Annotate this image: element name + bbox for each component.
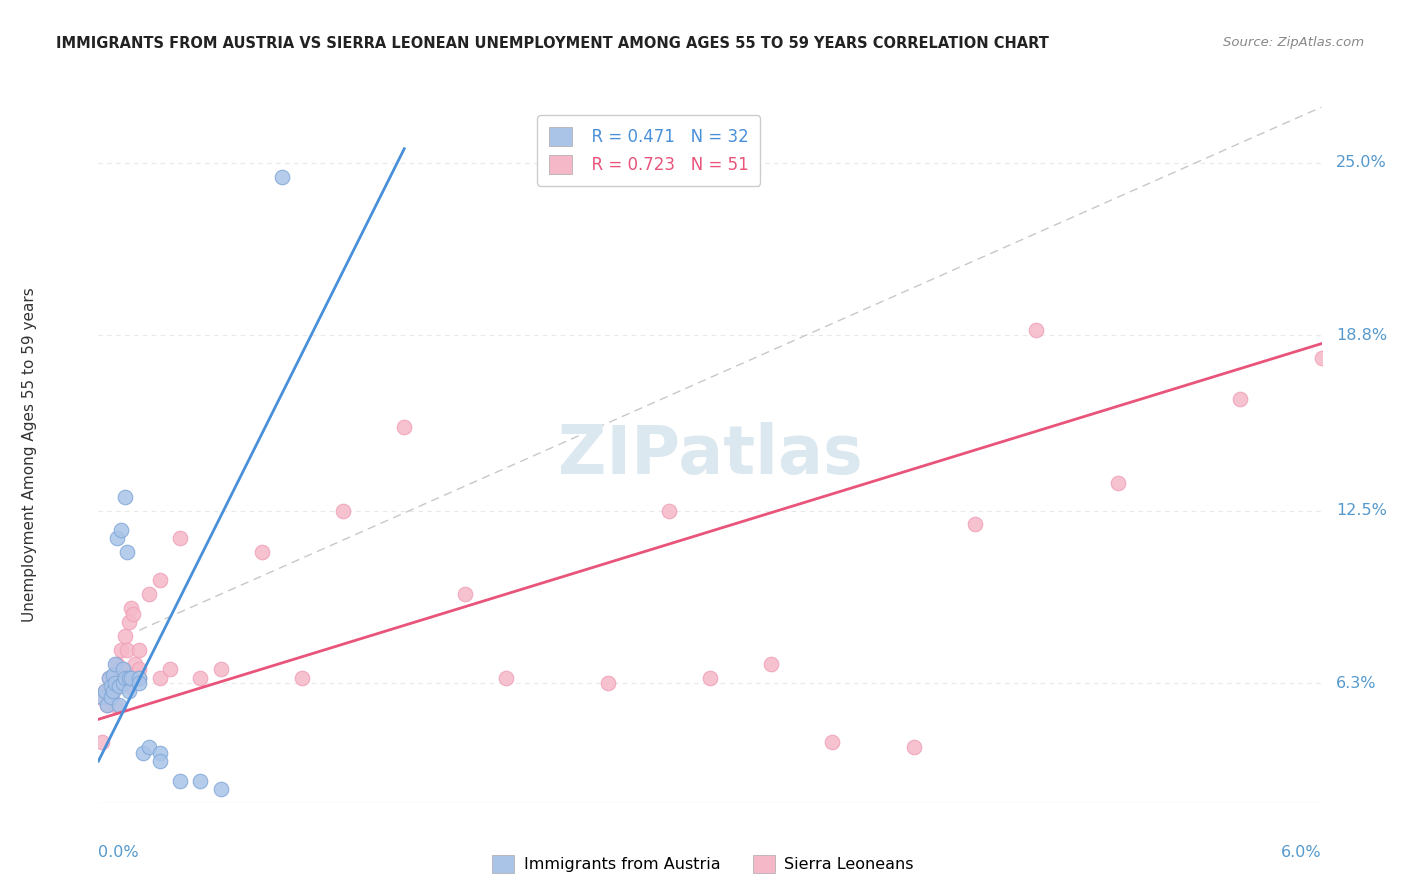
Text: ZIPatlas: ZIPatlas xyxy=(558,422,862,488)
Point xyxy=(89,690,111,704)
Point xyxy=(108,698,131,713)
Point xyxy=(100,679,122,693)
Point xyxy=(138,740,160,755)
Point xyxy=(120,601,142,615)
Point xyxy=(114,629,136,643)
Point xyxy=(111,676,134,690)
Point xyxy=(392,420,416,434)
Point xyxy=(128,642,150,657)
Point xyxy=(110,523,132,537)
Point xyxy=(1310,351,1333,365)
Point xyxy=(1107,475,1129,490)
Point xyxy=(120,671,142,685)
Point xyxy=(118,615,141,629)
Text: 18.8%: 18.8% xyxy=(1336,327,1388,343)
Point xyxy=(110,642,132,657)
Point xyxy=(149,573,172,587)
Point xyxy=(149,671,172,685)
Point xyxy=(132,746,155,760)
Point xyxy=(598,676,620,690)
Point xyxy=(118,679,141,693)
Point xyxy=(100,690,122,704)
Point xyxy=(159,662,181,676)
Point xyxy=(270,169,292,184)
Text: Source: ZipAtlas.com: Source: ZipAtlas.com xyxy=(1223,36,1364,49)
Point xyxy=(104,676,127,690)
Point xyxy=(495,671,517,685)
Point xyxy=(128,671,150,685)
Point xyxy=(169,532,191,546)
Point xyxy=(111,671,134,685)
Text: 25.0%: 25.0% xyxy=(1336,155,1388,170)
Point xyxy=(104,676,127,690)
Point xyxy=(124,657,146,671)
Point xyxy=(761,657,783,671)
Point xyxy=(108,671,131,685)
Point xyxy=(111,662,134,676)
Point xyxy=(91,690,114,704)
Point xyxy=(209,662,232,676)
Point xyxy=(100,690,122,704)
Text: 0.0%: 0.0% xyxy=(98,845,139,860)
Point xyxy=(332,503,354,517)
Text: 6.0%: 6.0% xyxy=(1281,845,1322,860)
Point xyxy=(93,684,115,698)
Text: IMMIGRANTS FROM AUSTRIA VS SIERRA LEONEAN UNEMPLOYMENT AMONG AGES 55 TO 59 YEARS: IMMIGRANTS FROM AUSTRIA VS SIERRA LEONEA… xyxy=(56,36,1049,51)
Point xyxy=(96,698,118,713)
Point xyxy=(122,607,145,621)
Point xyxy=(128,676,150,690)
Point xyxy=(291,671,314,685)
Point xyxy=(104,698,127,713)
Point xyxy=(111,662,134,676)
Point xyxy=(104,657,127,671)
Text: 6.3%: 6.3% xyxy=(1336,675,1376,690)
Point xyxy=(108,679,131,693)
Point xyxy=(128,671,150,685)
Point xyxy=(105,532,128,546)
Text: 12.5%: 12.5% xyxy=(1336,503,1388,518)
Point xyxy=(149,754,172,768)
Point xyxy=(101,671,124,685)
Point xyxy=(188,671,212,685)
Point xyxy=(93,684,115,698)
Point xyxy=(821,734,844,748)
Point xyxy=(97,671,120,685)
Point xyxy=(101,667,124,681)
Point xyxy=(118,671,141,685)
Point xyxy=(96,698,118,713)
Point xyxy=(658,503,681,517)
Point xyxy=(97,684,120,698)
Point xyxy=(115,642,138,657)
Legend: Immigrants from Austria, Sierra Leoneans: Immigrants from Austria, Sierra Leoneans xyxy=(485,848,921,880)
Point xyxy=(101,684,124,698)
Point xyxy=(138,587,160,601)
Point xyxy=(149,746,172,760)
Point xyxy=(963,517,986,532)
Point xyxy=(128,662,150,676)
Point xyxy=(699,671,721,685)
Legend:   R = 0.471   N = 32,   R = 0.723   N = 51: R = 0.471 N = 32, R = 0.723 N = 51 xyxy=(537,115,761,186)
Point xyxy=(250,545,273,559)
Point xyxy=(101,684,124,698)
Point xyxy=(91,734,114,748)
Point xyxy=(114,671,136,685)
Point xyxy=(97,671,120,685)
Point xyxy=(1229,392,1251,407)
Point xyxy=(169,773,191,788)
Point xyxy=(454,587,477,601)
Point xyxy=(108,662,131,676)
Text: Unemployment Among Ages 55 to 59 years: Unemployment Among Ages 55 to 59 years xyxy=(22,287,38,623)
Point xyxy=(188,773,212,788)
Point xyxy=(903,740,925,755)
Point xyxy=(1025,323,1047,337)
Point xyxy=(105,657,128,671)
Point xyxy=(209,781,232,796)
Point xyxy=(115,545,138,559)
Point xyxy=(118,684,141,698)
Point xyxy=(114,490,136,504)
